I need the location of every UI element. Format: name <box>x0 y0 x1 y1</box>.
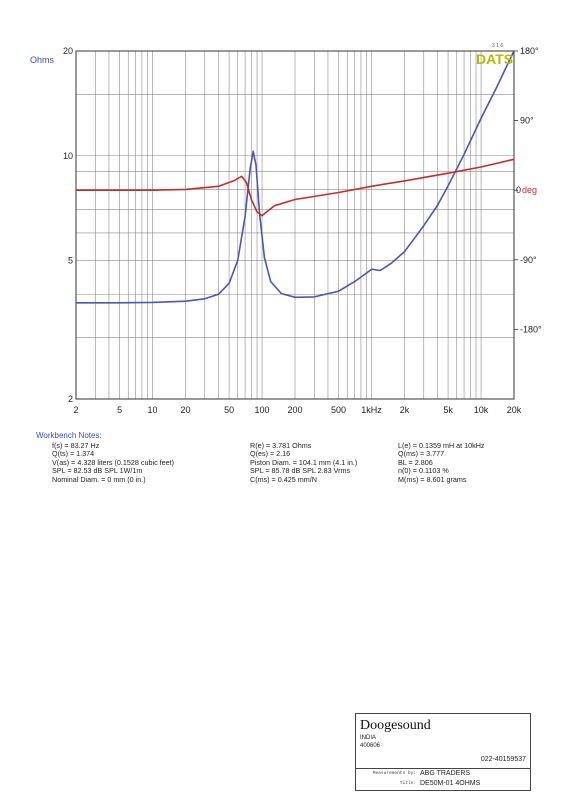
y-tick-label-ohms: 5 <box>68 256 73 266</box>
note-mms: M(ms) = 8.601 grams <box>398 474 467 484</box>
measurements-by-value: ABG TRADERS <box>420 770 471 777</box>
x-tick-label: 500 <box>331 405 346 415</box>
notes-column-3: L(e) = 0.1359 mH at 10kHz Q(ms) = 3.777 … <box>398 441 485 484</box>
y-tick-label-ohms: 20 <box>63 46 73 56</box>
x-tick-label: 2 <box>73 405 78 415</box>
x-tick-label: 50 <box>224 405 234 415</box>
notes-column-2: R(e) = 3.781 Ohms Q(es) = 2.16 Piston Di… <box>250 441 358 484</box>
note-re: R(e) = 3.781 Ohms <box>250 441 312 450</box>
note-piston-diam: Piston Diam. = 104.1 mm (4.1 in.) <box>250 457 358 467</box>
x-tick-label: 2k <box>400 405 410 415</box>
note-le: L(e) = 0.1359 mH at 10kHz <box>398 441 485 450</box>
note-spl-1w: SPL = 82.53 dB SPL 1W/1m <box>52 466 143 476</box>
company-postcode: 400606 <box>360 743 381 749</box>
ohms-axis-label: Ohms <box>30 55 55 65</box>
x-tick-label: 5 <box>117 405 122 415</box>
dats-logo-small: 3 1 6 <box>492 43 503 49</box>
y-tick-label-phase: 90° <box>520 116 534 126</box>
x-tick-label: 10 <box>148 405 158 415</box>
phase-curve <box>76 158 515 217</box>
y-tick-label-phase: -180° <box>520 324 542 334</box>
x-tick-label: 20 <box>180 405 190 415</box>
company-phone: 022-40159537 <box>480 756 526 763</box>
company-name: Doogesound <box>360 718 431 733</box>
y-tick-label-phase: -90° <box>520 255 537 265</box>
x-tick-label: 100 <box>255 405 270 415</box>
x-tick-label: 5k <box>443 405 453 415</box>
notes-title: Workbench Notes: <box>36 431 102 440</box>
x-tick-label: 1kHz <box>361 405 382 415</box>
notes-column-1: f(s) = 83.27 Hz Q(ts) = 1.374 V(as) = 4.… <box>52 441 175 484</box>
note-spl-283: SPL = 85.78 dB SPL 2.83 Vrms <box>250 466 351 476</box>
note-fs: f(s) = 83.27 Hz <box>52 441 100 450</box>
workbench-notes: Workbench Notes: f(s) = 83.27 Hz Q(ts) =… <box>36 431 556 502</box>
note-n0: n(0) = 0.1103 % <box>398 466 449 476</box>
x-tick-label: 200 <box>287 405 302 415</box>
y-tick-label-phase: 0 <box>516 185 521 195</box>
y-tick-label-phase: 180° <box>520 46 539 56</box>
chart-labels: 2 5 10 20 50 100 200 500 1kHz 2k 5k 10k 20k 20 10 5 2 180… <box>63 46 542 415</box>
impedance-phase-chart: 2 5 10 20 50 100 200 500 1kHz 2k 5k 10k 20k 20 10 5 2 180… <box>30 43 542 415</box>
chart-series <box>76 50 515 304</box>
company-country: INDIA <box>360 735 377 741</box>
phase-unit-label: deg <box>522 185 537 195</box>
x-tick-label: 10k <box>474 405 489 415</box>
title-block: Doogesound INDIA 400606 022-40159537 Mea… <box>355 713 531 791</box>
plot-frame <box>75 50 515 400</box>
dats-logo: DATS <box>476 51 513 67</box>
note-qms: Q(ms) = 3.777 <box>398 449 445 459</box>
title-value: DE50M-01 4OHMS <box>420 780 481 787</box>
chart-grid <box>75 50 518 400</box>
title-label: Title: <box>399 781 416 786</box>
y-tick-label-ohms: 2 <box>68 394 73 404</box>
note-nominal-diam: Nominal Diam. = 0 mm (0 in.) <box>52 474 146 484</box>
note-bl: BL = 2.806 <box>398 457 433 467</box>
measurements-by-label: Measurements by: <box>372 771 416 776</box>
title-block-header: Doogesound INDIA 400606 022-40159537 <box>356 714 530 769</box>
x-tick-label: 20k <box>507 405 522 415</box>
note-qes: Q(es) = 2.16 <box>250 449 291 459</box>
y-tick-label-ohms: 10 <box>63 151 73 161</box>
note-cms: C(ms) = 0.425 mm/N <box>250 474 317 484</box>
note-qts: Q(ts) = 1.374 <box>52 449 95 459</box>
note-vas: V(as) = 4.328 liters (0.1528 cubic feet) <box>52 457 175 467</box>
impedance-curve <box>76 50 515 304</box>
